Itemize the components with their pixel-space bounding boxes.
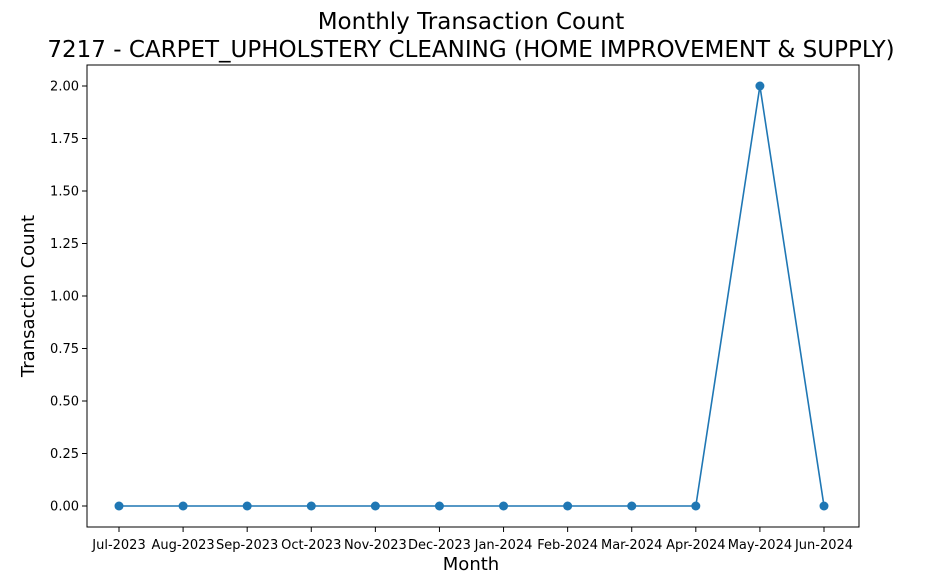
data-point: [370, 501, 380, 511]
data-point: [627, 501, 637, 511]
y-tick-label: 0.00: [50, 500, 79, 515]
data-point: [114, 501, 124, 511]
series-line: [119, 85, 825, 507]
x-tick-label: Nov-2023: [344, 538, 407, 553]
data-point: [563, 501, 573, 511]
chart-title: Monthly Transaction Count: [318, 9, 625, 35]
data-point: [242, 501, 252, 511]
x-tick-label: Apr-2024: [666, 538, 725, 553]
x-tick-label: Jan-2024: [474, 538, 533, 553]
y-tick-label: 0.75: [50, 342, 79, 357]
y-tick-label: 1.50: [50, 185, 79, 200]
y-tick-label: 0.50: [50, 395, 79, 410]
x-tick-label: Dec-2023: [408, 538, 471, 553]
x-tick-label: May-2024: [728, 538, 792, 553]
x-tick-label: Aug-2023: [152, 538, 215, 553]
plot-area: 0.00 0.25 0.50 0.75 1.00 1.25 1.50 1.75 2.00 Jul-…: [50, 64, 860, 553]
y-tick-label: 2.00: [50, 80, 79, 95]
x-tick-label: Sep-2023: [216, 538, 278, 553]
x-tick-label: Oct-2023: [281, 538, 341, 553]
data-point: [499, 501, 509, 511]
data-point: [755, 81, 765, 91]
data-point: [819, 501, 829, 511]
chart-subtitle: 7217 - CARPET_UPHOLSTERY CLEANING (HOME …: [47, 37, 894, 63]
y-tick-label: 1.75: [50, 132, 79, 147]
x-tick-label: Mar-2024: [601, 538, 662, 553]
y-tick-label: 1.00: [50, 290, 79, 305]
data-point: [434, 501, 444, 511]
plot-frame: [86, 64, 860, 528]
x-tick-label: Jul-2023: [91, 538, 145, 553]
data-point: [691, 501, 701, 511]
data-point: [178, 501, 188, 511]
data-point: [306, 501, 316, 511]
y-tick-label: 0.25: [50, 447, 79, 462]
x-tick-label: Jun-2024: [794, 538, 853, 553]
y-tick-label: 1.25: [50, 237, 79, 252]
x-tick-label: Feb-2024: [537, 538, 598, 553]
y-axis-label: Transaction Count: [18, 215, 39, 378]
x-axis-label: Month: [443, 554, 499, 575]
